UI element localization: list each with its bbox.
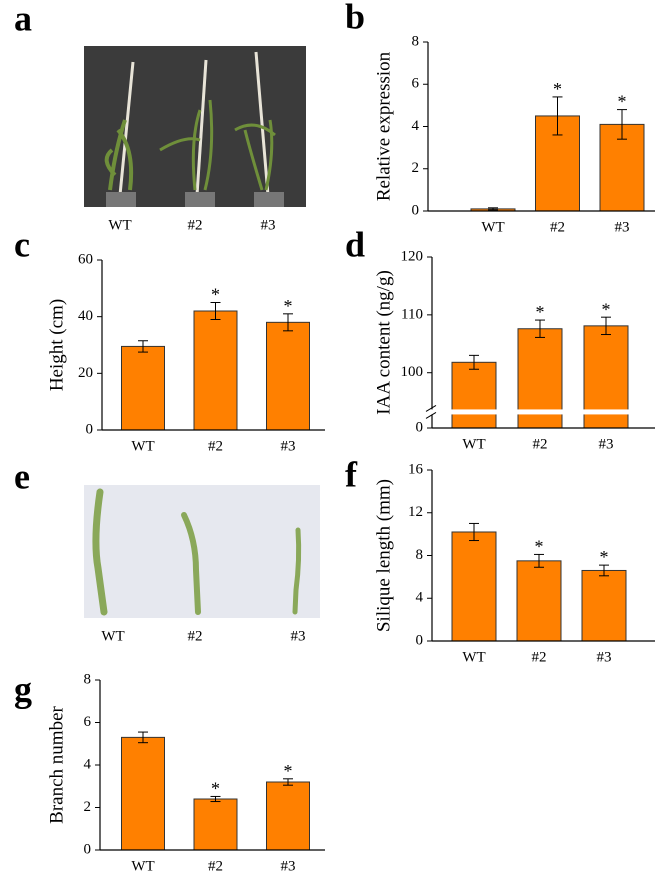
photo-siliques: [84, 485, 320, 618]
x-tick-label: WT: [462, 649, 485, 665]
significance-mark: *: [618, 92, 627, 112]
photo-plants: [84, 46, 306, 207]
y-tick-label: 20: [78, 365, 93, 381]
y-tick-label: 0: [416, 632, 424, 648]
bar: [451, 361, 497, 429]
bar: [193, 798, 238, 851]
y-tick-label: 0: [84, 841, 92, 857]
significance-mark: *: [284, 761, 293, 781]
photo-caption: WT: [101, 628, 124, 644]
significance-mark: *: [211, 285, 220, 305]
y-tick-label: 4: [412, 118, 420, 134]
bar: [581, 569, 627, 642]
y-tick-label: 12: [408, 504, 423, 520]
x-tick-label: WT: [481, 219, 504, 235]
x-tick-label: #3: [615, 219, 630, 235]
y-axis-label: Branch number: [46, 706, 67, 824]
y-axis-label: IAA content (ng/g): [373, 270, 394, 415]
significance-mark: *: [211, 779, 220, 799]
y-tick-label: 6: [84, 714, 92, 730]
x-tick-label: #2: [533, 436, 548, 452]
panel-letter: f: [345, 454, 358, 494]
bar: [266, 781, 310, 851]
x-tick-label: #2: [532, 649, 547, 665]
axis-break-mark: [425, 404, 437, 412]
y-tick-label: 8: [84, 671, 92, 687]
panel-letter: c: [14, 224, 30, 264]
y-tick-label: 8: [412, 33, 420, 49]
significance-mark: *: [284, 296, 293, 316]
significance-mark: *: [600, 547, 609, 567]
x-tick-label: #3: [597, 649, 612, 665]
bar: [121, 736, 165, 851]
significance-mark: *: [553, 79, 562, 99]
panel-letter: g: [14, 669, 32, 709]
bar: [451, 531, 497, 642]
x-tick-label: #3: [281, 438, 296, 454]
panel-letter: d: [345, 224, 365, 264]
significance-mark: *: [536, 302, 545, 322]
y-tick-label: 120: [401, 248, 424, 264]
x-tick-label: #3: [599, 436, 614, 452]
y-axis-label: Height (cm): [46, 299, 67, 391]
photo-caption: #2: [188, 217, 203, 233]
x-tick-label: #3: [281, 858, 296, 874]
photo-caption: #2: [188, 628, 203, 644]
x-tick-label: #2: [208, 858, 223, 874]
y-tick-label: 100: [401, 364, 424, 380]
panel-letter: b: [345, 0, 365, 36]
significance-mark: *: [602, 299, 611, 319]
y-tick-label: 110: [401, 306, 423, 322]
x-tick-label: WT: [131, 438, 154, 454]
y-tick-label: 0: [412, 202, 420, 218]
bar: [266, 321, 310, 431]
y-tick-label: 60: [78, 251, 93, 267]
axis-break-mark: [425, 411, 437, 419]
bar: [193, 310, 238, 431]
y-tick-label: 40: [78, 308, 93, 324]
x-tick-label: WT: [462, 436, 485, 452]
photo-caption: WT: [108, 217, 131, 233]
y-tick-label: 6: [412, 76, 420, 92]
bar: [516, 560, 562, 642]
y-tick-label: 4: [416, 590, 424, 606]
y-tick-label: 4: [84, 756, 92, 772]
y-tick-label: 2: [412, 160, 420, 176]
x-tick-label: #2: [550, 219, 565, 235]
y-tick-label: 0: [416, 419, 424, 435]
y-tick-label: 2: [84, 799, 92, 815]
x-tick-label: WT: [131, 858, 154, 874]
y-tick-label: 16: [408, 461, 424, 477]
photo-caption: #3: [291, 628, 306, 644]
axis-break-gap: [424, 409, 647, 415]
photo-caption: #3: [261, 217, 276, 233]
bar: [121, 345, 165, 431]
significance-mark: *: [535, 537, 544, 557]
y-axis-label: Silique length (mm): [373, 479, 394, 632]
y-tick-label: 8: [416, 547, 424, 563]
panel-letter: e: [14, 456, 30, 496]
y-tick-label: 0: [86, 421, 94, 437]
panel-letter: a: [14, 0, 32, 38]
x-tick-label: #2: [208, 438, 223, 454]
y-axis-label: Relative expression: [373, 51, 394, 201]
